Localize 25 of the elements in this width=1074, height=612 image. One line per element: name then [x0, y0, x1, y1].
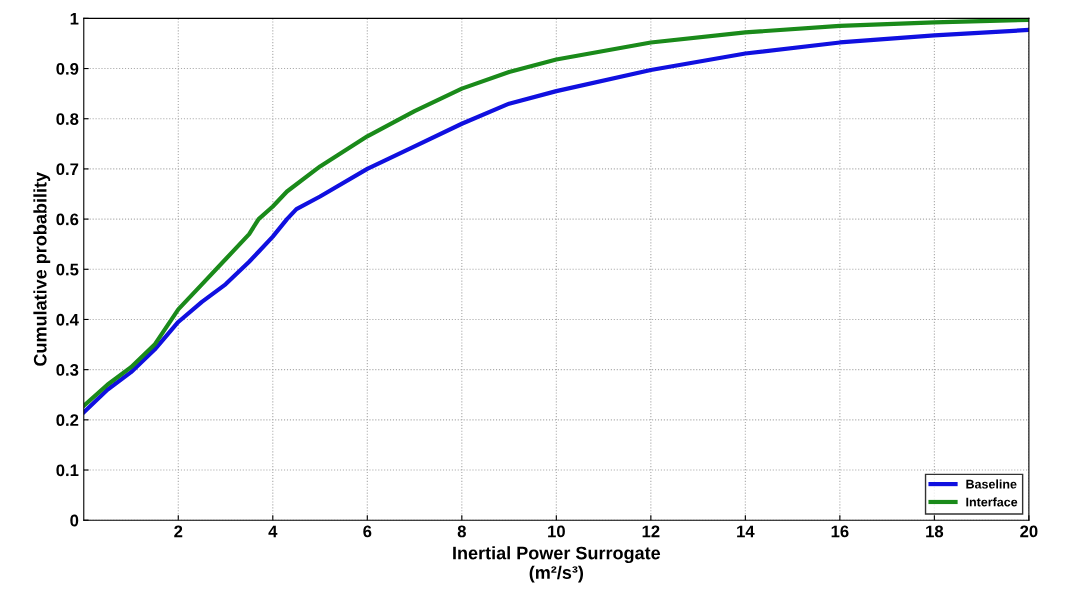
y-tick-label: 0 — [70, 514, 79, 527]
x-tick-label: 18 — [926, 525, 944, 538]
x-tick-label: 2 — [174, 525, 183, 538]
legend-label: Baseline — [966, 479, 1017, 489]
y-tick-label: 0.1 — [56, 464, 79, 477]
x-tick-label: 20 — [1020, 525, 1038, 538]
y-tick-label: 0.3 — [56, 364, 79, 376]
x-tick-label: 16 — [831, 525, 849, 538]
x-tick-label: 4 — [268, 525, 278, 538]
x-axis-title: Inertial Power Surrogate (m²/s³) — [453, 546, 661, 583]
x-tick-label: 8 — [457, 525, 466, 538]
y-axis-title: Cumulative probability — [33, 172, 51, 366]
y-tick-label: 0.7 — [56, 163, 79, 176]
x-tick-label: 6 — [363, 525, 372, 538]
y-tick-label: 0.4 — [56, 313, 79, 326]
x-tick-label: 10 — [548, 525, 565, 538]
y-tick-label: 0.9 — [56, 62, 79, 75]
x-tick-label: 12 — [642, 525, 660, 538]
y-tick-label: 0.2 — [56, 414, 79, 427]
y-tick-label: 0.6 — [56, 213, 79, 226]
y-tick-label: 1 — [70, 12, 79, 25]
y-tick-label: 0.5 — [56, 263, 79, 276]
legend-label: Interface — [966, 497, 1018, 507]
y-tick-label: 0.8 — [56, 113, 79, 125]
x-tick-label: 14 — [737, 525, 755, 538]
